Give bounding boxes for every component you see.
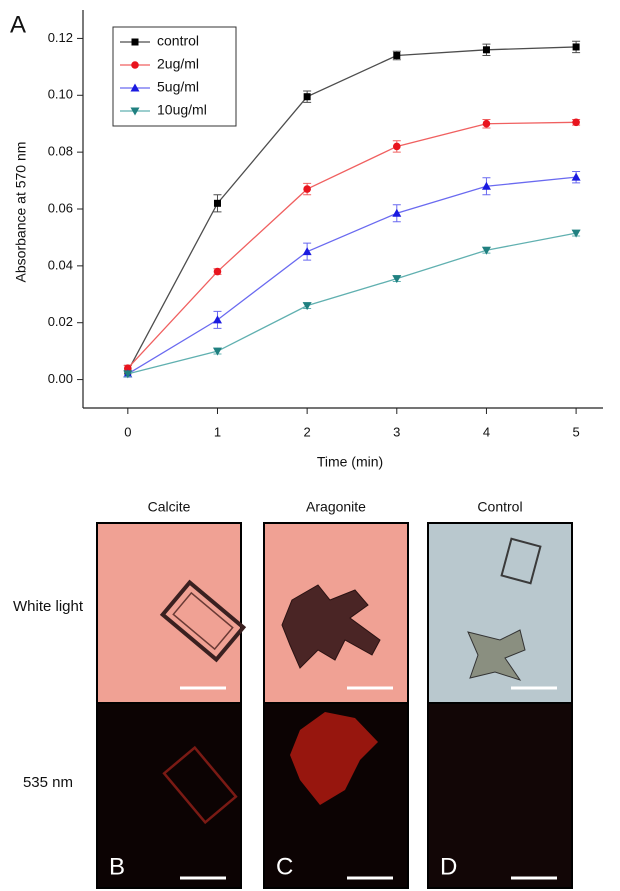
y-tick-label: 0.08 (48, 144, 73, 159)
y-axis-label: Absorbance at 570 nm (13, 142, 29, 283)
y-tick-label: 0.12 (48, 30, 73, 45)
marker (304, 93, 311, 100)
marker (213, 315, 222, 323)
panel-label: A (10, 11, 26, 38)
marker (573, 43, 580, 50)
x-tick-label: 5 (572, 424, 579, 439)
legend-label: control (157, 33, 199, 49)
legend-label: 10ug/ml (157, 102, 207, 118)
marker (483, 120, 491, 128)
image-white-light (97, 523, 241, 703)
marker (572, 118, 580, 126)
y-tick-label: 0.06 (48, 200, 73, 215)
x-tick-label: 0 (124, 424, 131, 439)
x-tick-label: 4 (483, 424, 490, 439)
marker (214, 268, 222, 276)
panel-letter: C (276, 853, 293, 880)
column-title: Calcite (148, 499, 191, 515)
series-line (128, 233, 576, 374)
marker (483, 46, 490, 53)
marker (303, 185, 311, 193)
marker (131, 61, 139, 69)
row-label: White light (8, 594, 88, 620)
marker (303, 247, 312, 255)
panel-letter: B (109, 853, 125, 880)
series-line (128, 177, 576, 374)
marker (393, 143, 401, 151)
image-white-light (428, 523, 572, 703)
column-title: Control (477, 499, 522, 515)
y-tick-label: 0.02 (48, 314, 73, 329)
x-tick-label: 1 (214, 424, 221, 439)
row-label: 535 nm (8, 770, 88, 796)
legend-label: 2ug/ml (157, 56, 199, 72)
y-tick-label: 0.00 (48, 371, 73, 386)
marker (214, 200, 221, 207)
x-axis-label: Time (min) (317, 454, 383, 470)
figure: A Time (min) Absorbance at 570 nm 0.00 0.… (0, 0, 620, 891)
legend-label: 5ug/ml (157, 79, 199, 95)
marker (393, 52, 400, 59)
marker (572, 173, 581, 181)
x-tick-label: 2 (304, 424, 311, 439)
marker (132, 39, 139, 46)
y-tick-label: 0.04 (48, 257, 73, 272)
chart: A Time (min) Absorbance at 570 nm 0.00 0.… (0, 0, 620, 891)
x-tick-label: 3 (393, 424, 400, 439)
y-tick-label: 0.10 (48, 87, 73, 102)
panel-letter: D (440, 853, 457, 880)
column-title: Aragonite (306, 499, 366, 515)
